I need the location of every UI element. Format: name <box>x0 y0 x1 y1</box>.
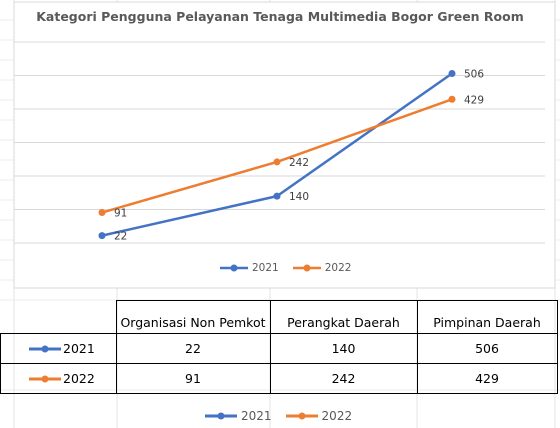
table-cell: 506 <box>416 333 558 364</box>
line-chart: 22 140 506 91 242 429 <box>14 41 545 244</box>
table-cell: 429 <box>416 363 558 394</box>
legend-label-2021: 2021 <box>241 409 272 423</box>
legend-label-2022: 2022 <box>324 262 352 274</box>
series-name: 2022 <box>63 371 95 387</box>
table-cell: 22 <box>115 333 271 364</box>
data-label-2022: 242 <box>289 157 309 169</box>
table-cell: 91 <box>115 363 271 394</box>
table-header: Organisasi Non Pemkot <box>115 300 271 334</box>
data-table: Organisasi Non Pemkot Perangkat Daerah P… <box>0 300 558 394</box>
data-point-2022 <box>98 209 106 217</box>
table-header: Pimpinan Daerah <box>416 300 558 334</box>
table-row: 2021 22 140 506 <box>0 333 558 364</box>
table-corner <box>0 300 117 334</box>
legend-item-2022: 2022 <box>285 409 353 423</box>
table-row: 2022 91 242 429 <box>0 363 558 394</box>
series-line-2021 <box>101 72 453 237</box>
legend-label-2022: 2022 <box>321 409 353 423</box>
data-label-2022: 429 <box>464 94 484 106</box>
series-name: 2021 <box>63 341 95 357</box>
data-point-2021 <box>273 192 281 200</box>
series-key-icon <box>29 375 61 383</box>
legend-label-2021: 2021 <box>252 262 279 274</box>
data-point-2021 <box>448 69 456 77</box>
chart-legend: 2021 2022 <box>220 262 351 274</box>
data-point-2022 <box>273 158 281 166</box>
legend-item-2021: 2021 <box>220 262 279 274</box>
chart-title: Kategori Pengguna Pelayanan Tenaga Multi… <box>36 9 524 24</box>
data-label-2021: 506 <box>464 68 484 80</box>
legend-item-2021: 2021 <box>205 409 272 423</box>
legend-item-2022: 2022 <box>292 262 352 274</box>
table-cell: 242 <box>269 363 418 394</box>
series-cell-2021: 2021 <box>0 333 117 364</box>
table-header: Perangkat Daerah <box>269 300 418 334</box>
data-label-2022: 91 <box>114 208 127 220</box>
series-key-icon <box>29 345 61 353</box>
table-header-row: Organisasi Non Pemkot Perangkat Daerah P… <box>0 300 558 334</box>
data-point-2022 <box>448 95 456 103</box>
table-legend: 2021 2022 <box>205 409 352 423</box>
table-cell: 140 <box>269 333 418 364</box>
data-label-2021: 140 <box>289 191 309 203</box>
data-label-2021: 22 <box>114 231 127 243</box>
data-point-2021 <box>98 232 106 240</box>
series-cell-2022: 2022 <box>0 363 117 394</box>
